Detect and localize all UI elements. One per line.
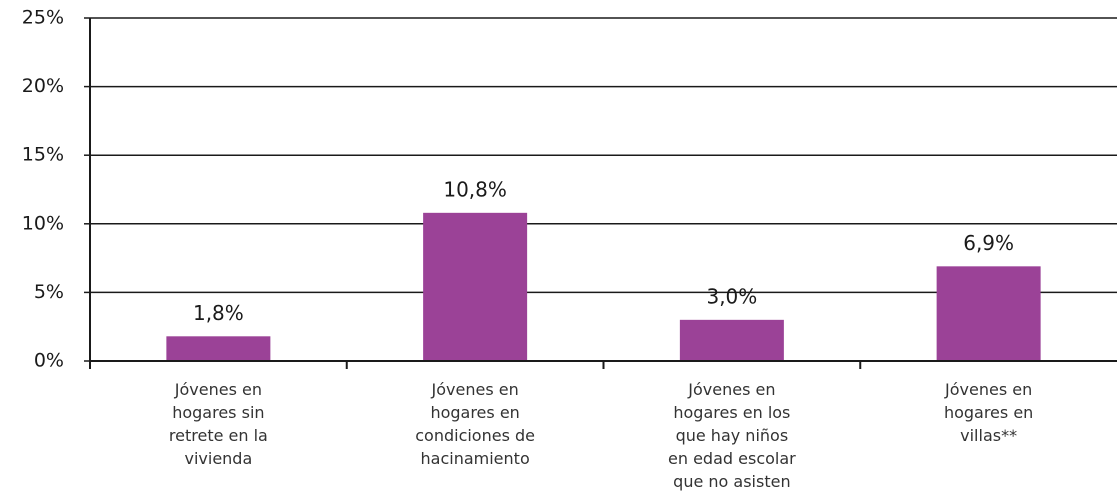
bar	[423, 212, 528, 361]
y-tick-label: 0%	[34, 350, 64, 372]
x-tick-label: Jóvenes en hogares sin retrete en la vivien…	[169, 380, 268, 468]
data-label: 3,0%	[706, 284, 757, 308]
y-tick-label: 5%	[34, 281, 64, 303]
bar	[936, 266, 1041, 361]
bar	[166, 336, 271, 361]
data-label: 10,8%	[443, 177, 507, 201]
x-tick-label: Jóvenes en hogares en villas**	[944, 380, 1033, 445]
data-label: 1,8%	[193, 301, 244, 325]
x-tick-label: Jóvenes en hogares en condiciones de hacina…	[415, 380, 535, 468]
y-tick-label: 10%	[22, 212, 64, 234]
x-tick-label: Jóvenes en hogares en los que hay niños en …	[668, 380, 796, 491]
data-label: 6,9%	[963, 231, 1014, 255]
y-tick-label: 20%	[22, 75, 64, 97]
y-tick-label: 15%	[22, 144, 64, 166]
y-tick-label: 25%	[22, 7, 64, 29]
bar	[679, 319, 784, 361]
